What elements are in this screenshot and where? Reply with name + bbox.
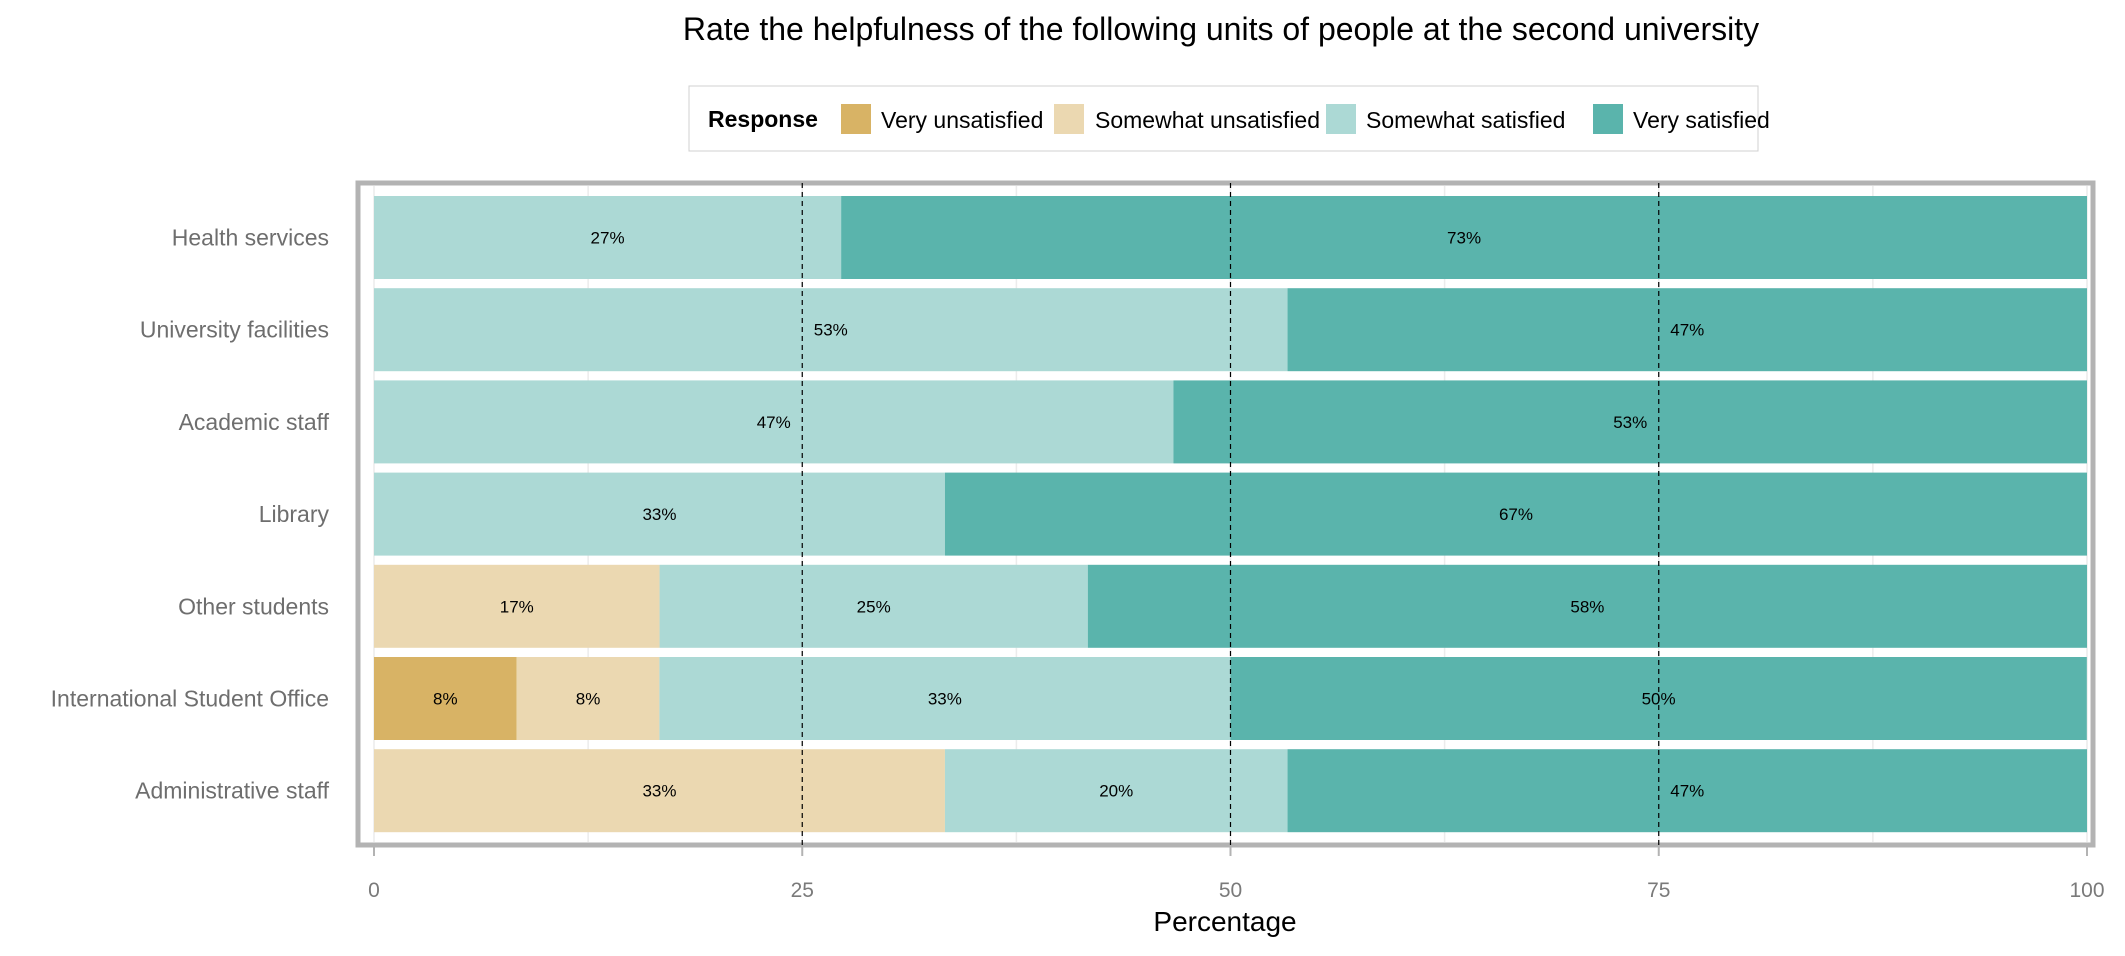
reference-lines	[801, 183, 1660, 845]
plot-area: 27% 73% 53% 47% 47% 53% 33% 67% 17% 25% 58% 8% 8% 33%…	[355, 180, 2096, 848]
legend-label: Somewhat satisfied	[1366, 107, 1565, 133]
category-label: University facilities	[140, 317, 329, 343]
bars	[374, 196, 2088, 833]
data-label: 8%	[433, 690, 458, 709]
data-label: 67%	[1499, 505, 1533, 524]
bar-segment	[374, 472, 945, 556]
x-axis: 0 25 50 75 100	[368, 846, 2105, 902]
bar-segment	[374, 288, 1288, 372]
bar-segment	[841, 196, 2088, 279]
bar-segment	[944, 472, 2087, 556]
bar-segment	[374, 564, 660, 648]
bar-segment	[659, 564, 1088, 648]
category-label: Library	[259, 501, 330, 527]
legend-key	[1593, 104, 1623, 134]
legend-title: Response	[708, 106, 818, 132]
data-label: 8%	[576, 690, 601, 709]
category-label: Other students	[178, 593, 329, 619]
bar-segment	[374, 380, 1174, 464]
category-label: Academic staff	[179, 409, 330, 435]
legend-key	[1326, 104, 1356, 134]
legend-label: Somewhat unsatisfied	[1095, 107, 1320, 133]
x-tick-label: 0	[368, 879, 380, 902]
bar-segment	[516, 657, 660, 740]
data-label: 58%	[1570, 597, 1604, 616]
data-label: 33%	[928, 690, 962, 709]
bar-segment	[1287, 749, 2087, 833]
data-label: 27%	[591, 229, 625, 248]
data-label: 20%	[1099, 782, 1133, 801]
data-label: 47%	[1670, 321, 1704, 340]
data-label: 33%	[642, 782, 676, 801]
bar-segment	[374, 196, 842, 279]
legend-key	[841, 104, 871, 134]
bar-segment	[1087, 564, 2087, 648]
x-tick-label: 50	[1219, 879, 1242, 902]
data-label: 17%	[500, 597, 534, 616]
data-label: 25%	[857, 597, 891, 616]
data-label: 47%	[1670, 782, 1704, 801]
legend-label: Very unsatisfied	[881, 107, 1043, 133]
data-label: 53%	[1613, 413, 1647, 432]
legend-label: Very satisfied	[1633, 107, 1770, 133]
category-label: International Student Office	[51, 686, 329, 712]
bar-segment	[1173, 380, 2087, 464]
category-labels: Health services University facilities Acad…	[51, 225, 330, 804]
data-label: 53%	[814, 321, 848, 340]
data-label: 50%	[1642, 690, 1676, 709]
legend: Response Very unsatisfied Somewhat unsati…	[688, 85, 1770, 152]
x-tick-label: 100	[2069, 879, 2104, 902]
data-label: 73%	[1447, 229, 1481, 248]
bar-segment	[374, 657, 517, 740]
data-label: 47%	[757, 413, 791, 432]
data-label: 33%	[642, 505, 676, 524]
bar-segment	[1287, 288, 2087, 372]
chart-title: Rate the helpfulness of the following un…	[683, 11, 1759, 47]
bar-segment	[659, 657, 1231, 740]
category-label: Health services	[172, 225, 329, 251]
category-label: Administrative staff	[135, 778, 329, 804]
x-tick-label: 75	[1647, 879, 1670, 902]
x-axis-title: Percentage	[1153, 906, 1296, 937]
data-labels: 27% 73% 53% 47% 47% 53% 33% 67% 17% 25% 58% 8% 8% 33%…	[433, 229, 1704, 801]
legend-key	[1054, 104, 1084, 134]
x-tick-label: 25	[791, 879, 814, 902]
bar-segment	[374, 749, 945, 833]
